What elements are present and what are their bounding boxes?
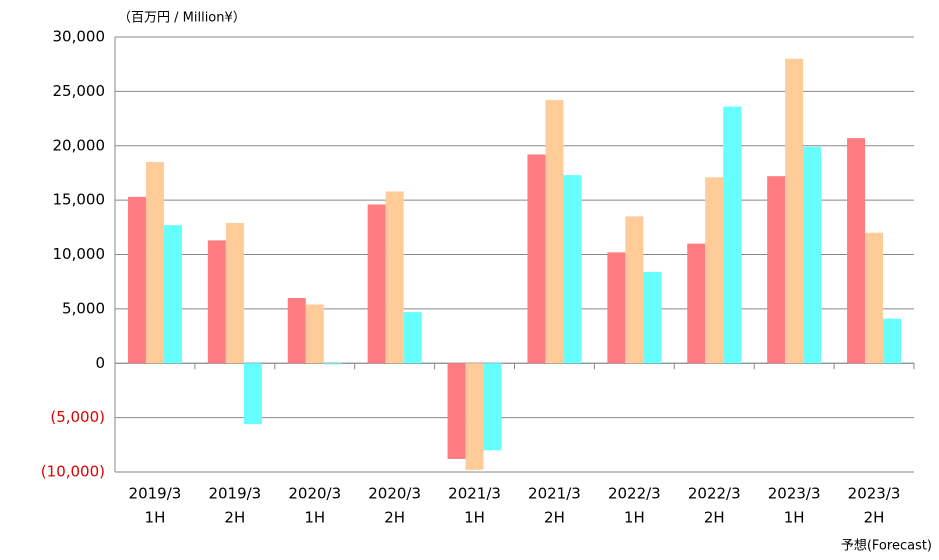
bar xyxy=(385,191,404,364)
bar xyxy=(803,146,822,364)
bar xyxy=(687,243,706,364)
bar xyxy=(323,363,342,365)
x-tick-label: 1H xyxy=(304,509,325,527)
bar xyxy=(723,106,742,364)
bar xyxy=(483,363,502,451)
x-tick-label: 2023/3 xyxy=(768,485,821,503)
bar xyxy=(163,225,182,364)
bar xyxy=(625,216,644,364)
bar xyxy=(545,100,564,364)
x-tick-label: 2022/3 xyxy=(688,485,741,503)
bar xyxy=(527,154,546,364)
bar xyxy=(465,363,484,470)
x-tick-label: 2H xyxy=(544,509,565,527)
bar xyxy=(225,222,244,364)
bar xyxy=(607,252,626,364)
x-tick-label: 2019/3 xyxy=(208,485,261,503)
bar xyxy=(367,204,386,364)
bar xyxy=(865,232,884,364)
x-tick-label: 1H xyxy=(624,509,645,527)
y-tick-label: 10,000 xyxy=(53,245,106,263)
y-unit-label: （百万円 / Million¥） xyxy=(118,11,246,26)
bar xyxy=(447,363,466,459)
y-tick-label: 15,000 xyxy=(53,191,106,209)
bar xyxy=(127,196,146,364)
bar xyxy=(643,271,662,364)
x-tick-label: 2021/3 xyxy=(528,485,581,503)
bar xyxy=(145,162,164,364)
bar xyxy=(305,304,324,364)
x-tick-label: 1H xyxy=(145,509,166,527)
x-tick-label: 2H xyxy=(704,509,725,527)
y-tick-label: 0 xyxy=(95,354,105,372)
x-tick-label: 2H xyxy=(864,509,885,527)
x-tick-label: 2020/3 xyxy=(368,485,421,503)
y-tick-label: 20,000 xyxy=(53,136,106,154)
x-tick-label: 1H xyxy=(464,509,485,527)
footnote: 予想(Forecast) xyxy=(841,538,932,554)
y-tick-label: (10,000) xyxy=(41,463,105,481)
x-tick-label: 1H xyxy=(784,509,805,527)
x-tick-label: 2019/3 xyxy=(129,485,182,503)
bar xyxy=(705,177,724,364)
y-tick-label: 30,000 xyxy=(53,28,106,46)
y-tick-label: (5,000) xyxy=(50,408,105,426)
bar xyxy=(287,298,306,364)
bar xyxy=(563,175,582,364)
x-tick-label: 2022/3 xyxy=(608,485,661,503)
bar xyxy=(403,312,422,364)
x-tick-label: 2H xyxy=(384,509,405,527)
bar xyxy=(207,240,226,364)
x-tick-label: 2020/3 xyxy=(288,485,341,503)
bar xyxy=(767,176,786,364)
bar xyxy=(847,138,866,364)
y-tick-label: 25,000 xyxy=(53,82,106,100)
y-tick-label: 5,000 xyxy=(62,299,105,317)
x-tick-label: 2023/3 xyxy=(848,485,901,503)
bar xyxy=(785,58,804,364)
x-tick-label: 2H xyxy=(224,509,245,527)
bar xyxy=(243,363,262,425)
bar xyxy=(883,318,902,364)
x-tick-label: 2021/3 xyxy=(448,485,501,503)
